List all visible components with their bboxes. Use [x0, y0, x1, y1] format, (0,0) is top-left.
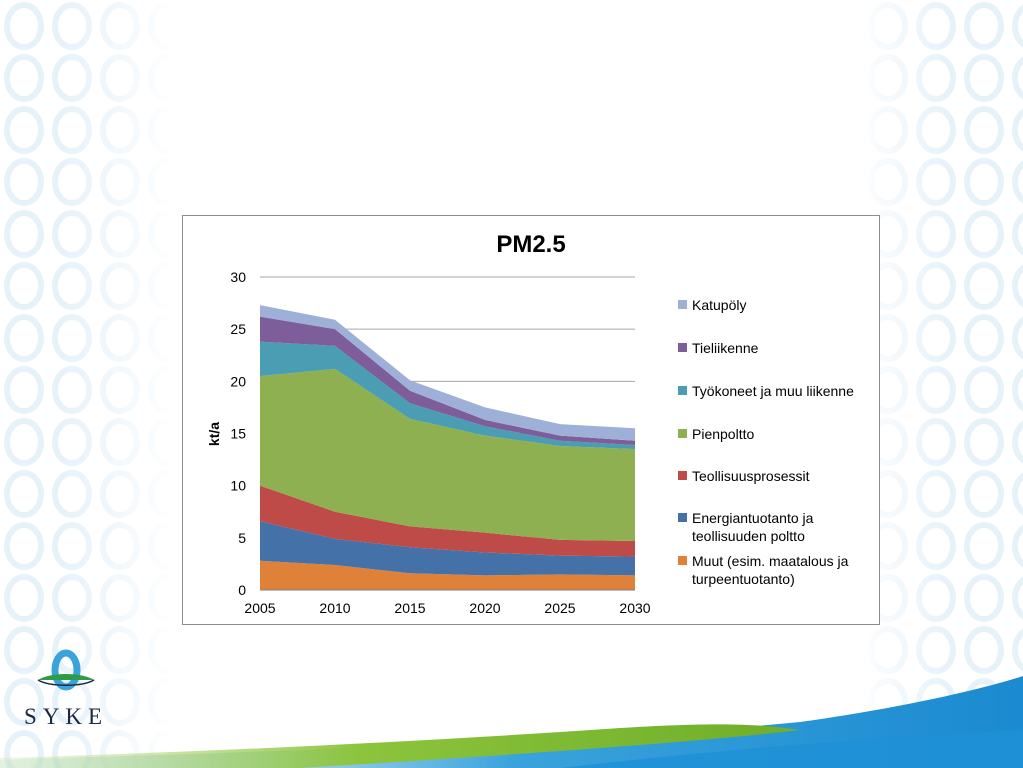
legend-swatch	[678, 471, 687, 480]
y-tick-label: 10	[230, 478, 246, 494]
legend-label: Pienpoltto	[692, 426, 754, 442]
chart-title: PM2.5	[496, 231, 565, 258]
legend-swatch	[678, 513, 687, 522]
area-series-1	[260, 521, 635, 576]
area-series-6	[260, 305, 635, 441]
legend-swatch	[678, 386, 687, 395]
legend-swatch	[678, 429, 687, 438]
x-tick-label: 2025	[544, 600, 575, 616]
y-tick-label: 5	[238, 530, 246, 546]
y-axis-label: kt/a	[206, 422, 222, 446]
x-tick-label: 2030	[619, 600, 650, 616]
legend-label: Teollisuusprosessit	[692, 468, 810, 484]
y-tick-label: 30	[230, 269, 246, 285]
area-series-2	[260, 485, 635, 557]
blue-wave	[0, 676, 1023, 768]
legend-swatch	[678, 343, 687, 352]
area-series-5	[260, 316, 635, 445]
x-tick-label: 2005	[244, 600, 275, 616]
syke-logo-mark	[37, 649, 95, 691]
legend-label: Työkoneet ja muu liikenne	[692, 383, 854, 399]
x-tick-label: 2015	[394, 600, 425, 616]
area-series-3	[260, 368, 635, 541]
chart-frame: PM2.5 0 5 10 15 20 25 30 2005 2010 2015 2020 2025 20…	[182, 215, 880, 625]
legend-label: Energiantuotanto ja teollisuuden poltto	[692, 510, 814, 544]
area-series-4	[260, 341, 635, 450]
legend-label: Muut (esim. maatalous ja turpeentuotanto)	[692, 553, 849, 587]
y-tick-label: 20	[230, 373, 246, 389]
area-series-0	[260, 560, 635, 590]
y-tick-label: 25	[230, 321, 246, 337]
legend-swatch	[678, 300, 687, 309]
y-tick-label: 0	[238, 582, 246, 598]
logo-text: SYKE	[23, 704, 109, 729]
legend-label: Katupöly	[692, 297, 746, 313]
legend-swatch	[678, 556, 687, 565]
legend-label: Tieliikenne	[692, 340, 759, 356]
y-tick-label: 15	[230, 426, 246, 442]
syke-logo: SYKE	[20, 640, 112, 732]
green-wave	[0, 724, 800, 768]
x-tick-label: 2020	[469, 600, 500, 616]
x-tick-label: 2010	[319, 600, 350, 616]
